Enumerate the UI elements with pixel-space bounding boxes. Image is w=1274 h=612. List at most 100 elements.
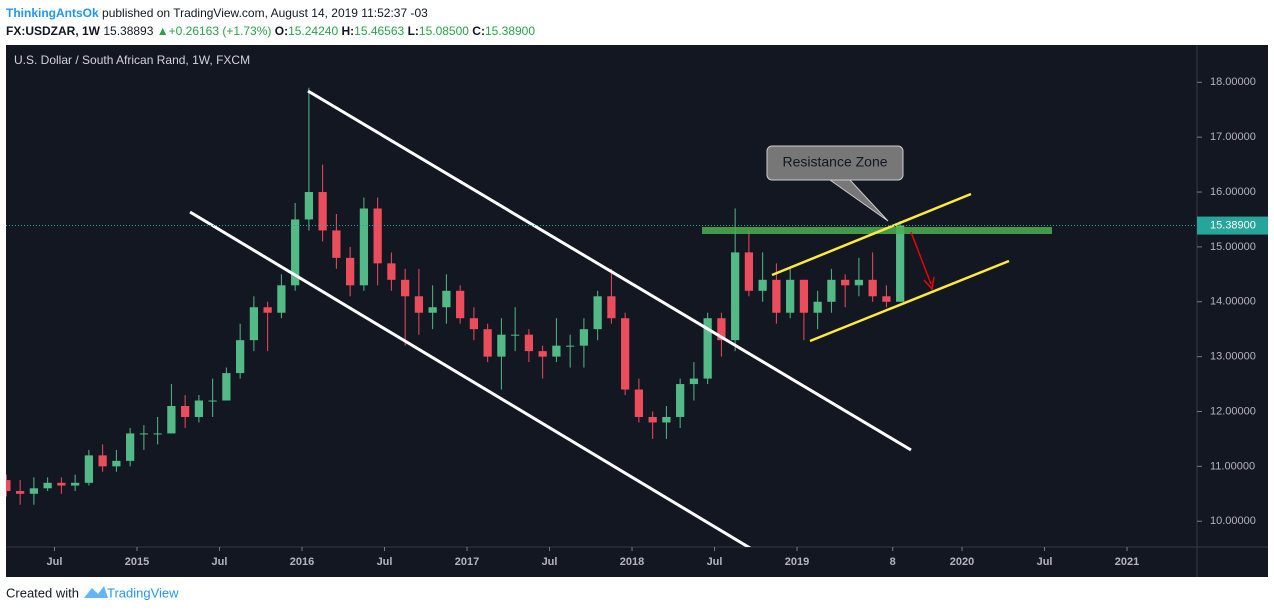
x-tick-label: 8 [890, 556, 896, 568]
candle-body [511, 334, 520, 336]
author[interactable]: ThinkingAntsOk [6, 6, 99, 20]
last-price-tag [1197, 216, 1268, 235]
l-label: L: [407, 24, 419, 38]
x-tick-label: Jul [542, 556, 558, 568]
x-tick-label: Jul [377, 556, 393, 568]
candle-body [414, 296, 424, 313]
candle-body [222, 373, 231, 401]
candle-body [799, 279, 809, 313]
x-tick-label: 2020 [950, 556, 974, 568]
candle-body [153, 433, 162, 435]
y-tick-label: 17.00000 [1210, 131, 1256, 143]
candle-body [469, 318, 479, 330]
candle-body [868, 279, 877, 297]
candle-body [744, 252, 754, 291]
channel-line [189, 210, 752, 547]
h-value: 15.46563 [354, 24, 405, 38]
candle-body [6, 480, 11, 492]
y-tick-label: 12.00000 [1210, 405, 1256, 417]
candle-body [98, 455, 107, 467]
candle-body [139, 433, 149, 435]
candle-body [593, 296, 602, 330]
candle-body [346, 257, 355, 286]
x-tick-label: 2018 [620, 556, 644, 568]
x-tick-label: 2017 [455, 556, 479, 568]
candle-body [813, 301, 822, 313]
o-value: 15.24240 [288, 24, 339, 38]
candles [6, 87, 905, 505]
arrow [910, 231, 932, 285]
y-tick-label: 16.00000 [1210, 186, 1256, 198]
candle-body [428, 307, 437, 313]
candle-body [43, 482, 52, 489]
candle-body [456, 290, 465, 319]
candle-body [552, 345, 561, 357]
candle-body [827, 279, 836, 302]
trend-line [809, 259, 1010, 343]
change: +0.26163 (+1.73%) [168, 24, 272, 38]
y-tick-label: 10.00000 [1210, 515, 1256, 527]
h-label: H: [341, 24, 355, 38]
candle-body [676, 384, 685, 417]
candle-body [524, 334, 534, 352]
candle-body [291, 219, 300, 286]
footer-created: Created with [6, 585, 79, 600]
candle-body [607, 296, 616, 319]
y-tick-label: 15.00000 [1210, 241, 1256, 253]
candle-body [634, 389, 644, 417]
candle-body [841, 279, 850, 286]
candle-body [194, 400, 204, 417]
candle-body [112, 460, 121, 467]
symbol: FX:USDZAR, 1W [6, 24, 100, 38]
candle-body [703, 318, 712, 379]
c-value: 15.38900 [484, 24, 536, 38]
candle-body [181, 406, 190, 417]
x-tick-label: 2016 [290, 556, 314, 568]
candle-body [566, 345, 575, 347]
candle-body [208, 400, 217, 402]
y-tick-label: 13.00000 [1210, 351, 1256, 363]
published: published on TradingView.com, August 14,… [102, 6, 428, 20]
price: 15.38893 [103, 24, 154, 38]
candle-body [373, 208, 382, 264]
candle-body [249, 307, 259, 341]
x-tick-label: 2019 [785, 556, 809, 568]
candle-body [16, 491, 25, 494]
candle-body [442, 290, 451, 308]
chart-background [6, 45, 1268, 577]
candle-body [662, 416, 671, 423]
resistance-zone [702, 227, 1052, 234]
x-tick-label: Jul [212, 556, 228, 568]
candle-body [579, 329, 589, 346]
footer-brand[interactable]: TradingView [107, 585, 179, 600]
arrow-head [923, 276, 935, 291]
candle-body [263, 307, 272, 313]
callout-text: Resistance Zone [782, 154, 887, 170]
candle-body [304, 192, 314, 220]
candle-body [621, 318, 630, 390]
candle-body [538, 351, 547, 357]
x-tick-label: 2021 [1115, 556, 1139, 568]
candle-body [277, 285, 286, 313]
candle-body [126, 433, 135, 461]
candle-body [401, 279, 410, 297]
candle-body [84, 455, 94, 483]
o-label: O: [274, 24, 289, 38]
up-icon: ▲ [156, 24, 169, 38]
last-price-label: 15.38900 [1210, 219, 1256, 231]
candle-body [648, 416, 657, 423]
candle-body [29, 488, 39, 494]
header: ThinkingAntsOk published on TradingView.… [6, 4, 535, 40]
x-tick-label: 2015 [125, 556, 149, 568]
candle-body [689, 378, 699, 385]
candle-body [71, 482, 80, 486]
x-tick-label: Jul [1037, 556, 1053, 568]
candle-body [332, 230, 341, 258]
candle-body [497, 334, 506, 357]
trend-line [771, 192, 972, 277]
candle-body [772, 279, 781, 313]
l-value: 15.08500 [418, 24, 469, 38]
candle-body [236, 340, 245, 374]
candle-body [896, 225, 905, 302]
